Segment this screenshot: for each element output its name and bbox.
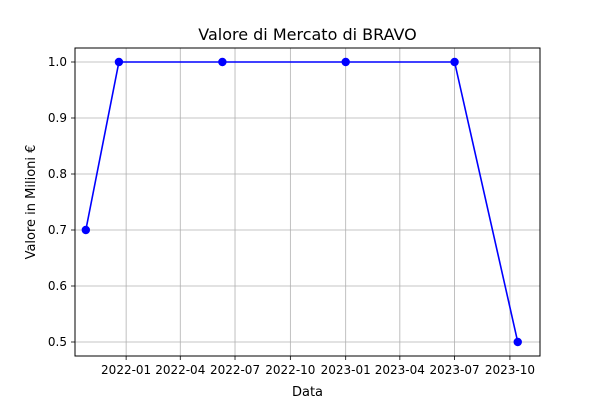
y-tick-label: 0.8	[48, 167, 67, 181]
x-tick-label: 2023-07	[430, 363, 480, 377]
x-tick-label: 2022-01	[101, 363, 151, 377]
data-point	[450, 58, 458, 66]
y-axis-label: Valore in Milioni €	[24, 145, 39, 260]
x-tick-label: 2022-10	[265, 363, 315, 377]
data-point	[115, 58, 123, 66]
x-tick-label: 2023-10	[485, 363, 535, 377]
data-point	[82, 226, 90, 234]
x-axis-label: Data	[292, 385, 323, 400]
x-tick-label: 2023-01	[321, 363, 371, 377]
y-tick-label: 0.5	[48, 335, 67, 349]
chart-title: Valore di Mercato di BRAVO	[198, 25, 417, 44]
y-tick-label: 0.6	[48, 279, 67, 293]
data-point	[341, 58, 349, 66]
y-tick-label: 0.9	[48, 111, 67, 125]
x-tick-label: 2022-04	[155, 363, 205, 377]
y-tick-label: 0.7	[48, 223, 67, 237]
data-point	[514, 338, 522, 346]
y-tick-label: 1.0	[48, 55, 67, 69]
x-tick-label: 2022-07	[210, 363, 260, 377]
x-tick-label: 2023-04	[375, 363, 425, 377]
data-point	[218, 58, 226, 66]
